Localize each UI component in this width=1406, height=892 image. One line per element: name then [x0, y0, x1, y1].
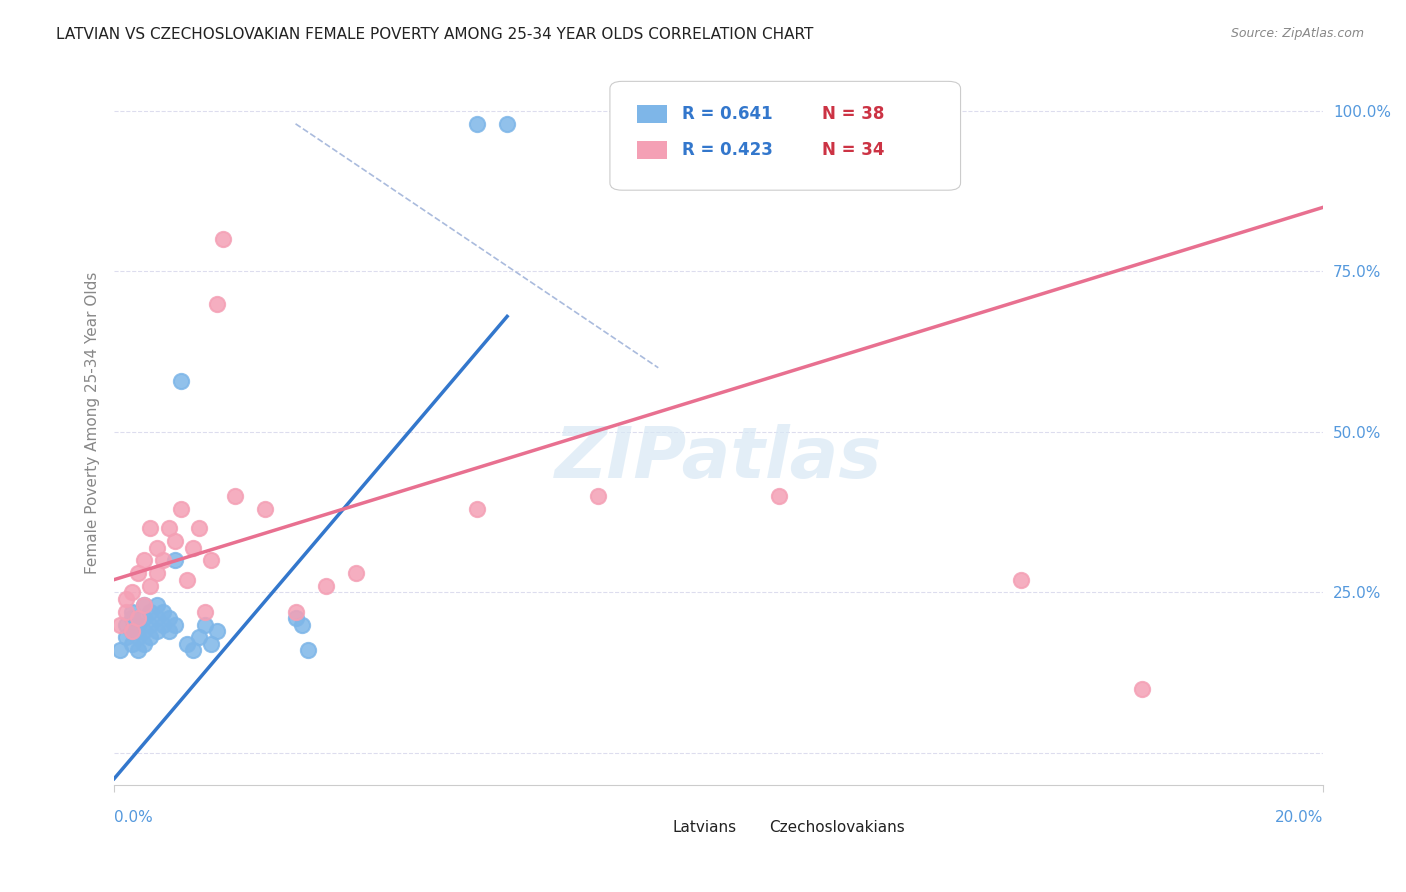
Point	[465, 502, 488, 516]
Point	[315, 579, 337, 593]
Point	[187, 521, 209, 535]
Point	[176, 637, 198, 651]
Point	[134, 553, 156, 567]
Text: LATVIAN VS CZECHOSLOVAKIAN FEMALE POVERTY AMONG 25-34 YEAR OLDS CORRELATION CHAR: LATVIAN VS CZECHOSLOVAKIAN FEMALE POVERT…	[56, 27, 814, 42]
Point	[134, 637, 156, 651]
Point	[200, 553, 222, 567]
Point	[187, 631, 209, 645]
Point	[139, 579, 162, 593]
Point	[152, 605, 174, 619]
Point	[134, 599, 156, 613]
Point	[496, 117, 519, 131]
Point	[768, 489, 790, 503]
Point	[212, 232, 235, 246]
Point	[200, 637, 222, 651]
Point	[284, 611, 307, 625]
Point	[145, 611, 167, 625]
Point	[254, 502, 277, 516]
FancyBboxPatch shape	[637, 105, 666, 123]
Point	[139, 631, 162, 645]
Point	[152, 617, 174, 632]
Text: N = 34: N = 34	[821, 141, 884, 160]
Point	[465, 117, 488, 131]
Point	[1130, 681, 1153, 696]
Point	[134, 599, 156, 613]
Point	[127, 631, 149, 645]
Point	[121, 637, 143, 651]
Point	[344, 566, 367, 581]
Point	[205, 296, 228, 310]
Point	[145, 541, 167, 555]
Point	[163, 534, 186, 549]
Point	[139, 521, 162, 535]
Point	[163, 553, 186, 567]
Point	[163, 617, 186, 632]
Text: R = 0.423: R = 0.423	[682, 141, 773, 160]
Point	[134, 624, 156, 638]
Point	[134, 611, 156, 625]
Point	[127, 611, 149, 625]
Point	[1010, 573, 1032, 587]
Point	[194, 605, 217, 619]
Point	[284, 605, 307, 619]
Text: R = 0.641: R = 0.641	[682, 105, 773, 123]
Point	[181, 643, 204, 657]
Point	[121, 624, 143, 638]
Point	[297, 643, 319, 657]
Point	[205, 624, 228, 638]
Point	[121, 611, 143, 625]
Y-axis label: Female Poverty Among 25-34 Year Olds: Female Poverty Among 25-34 Year Olds	[86, 271, 100, 574]
Text: Czechoslovakians: Czechoslovakians	[769, 820, 905, 835]
Point	[145, 624, 167, 638]
Point	[145, 599, 167, 613]
Point	[181, 541, 204, 555]
Text: N = 38: N = 38	[821, 105, 884, 123]
Point	[121, 624, 143, 638]
Point	[121, 605, 143, 619]
Point	[586, 489, 609, 503]
Point	[145, 566, 167, 581]
Point	[127, 643, 149, 657]
Point	[157, 521, 180, 535]
Point	[152, 553, 174, 567]
Point	[157, 624, 180, 638]
Text: 0.0%: 0.0%	[114, 810, 153, 825]
Point	[115, 591, 138, 606]
FancyBboxPatch shape	[637, 141, 666, 160]
Point	[115, 605, 138, 619]
Point	[224, 489, 246, 503]
Point	[139, 605, 162, 619]
Point	[110, 617, 132, 632]
FancyBboxPatch shape	[610, 81, 960, 190]
Point	[110, 643, 132, 657]
Point	[127, 617, 149, 632]
Point	[115, 617, 138, 632]
Point	[157, 611, 180, 625]
Text: 20.0%: 20.0%	[1275, 810, 1323, 825]
Point	[176, 573, 198, 587]
Point	[170, 374, 193, 388]
Point	[139, 617, 162, 632]
Point	[115, 631, 138, 645]
Text: ZIPatlas: ZIPatlas	[555, 424, 883, 493]
Text: Source: ZipAtlas.com: Source: ZipAtlas.com	[1230, 27, 1364, 40]
Point	[127, 566, 149, 581]
Point	[291, 617, 314, 632]
FancyBboxPatch shape	[737, 820, 763, 836]
Point	[194, 617, 217, 632]
FancyBboxPatch shape	[640, 820, 666, 836]
Point	[121, 585, 143, 599]
Text: Latvians: Latvians	[673, 820, 737, 835]
Point	[170, 502, 193, 516]
